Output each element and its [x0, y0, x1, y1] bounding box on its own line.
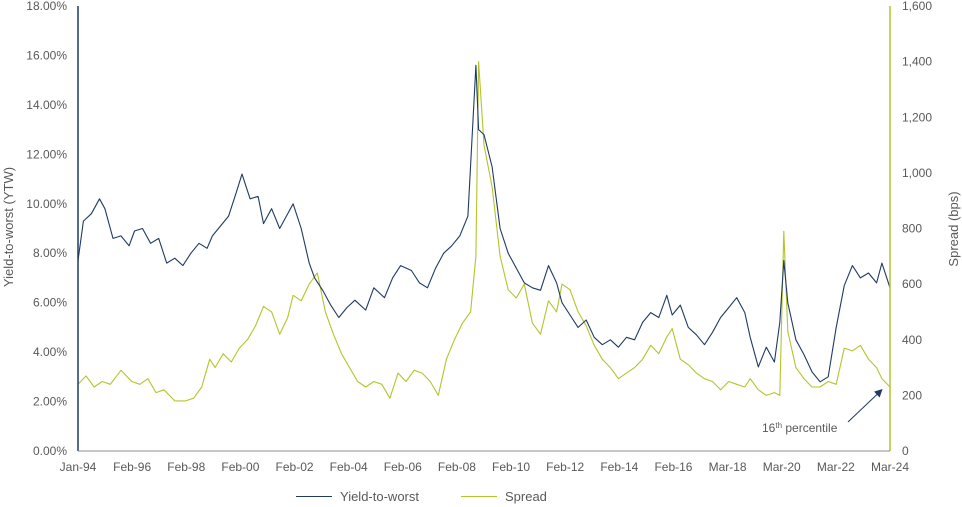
y-tick-label: 10.00% — [26, 197, 67, 211]
series-line-ytw — [77, 64, 891, 383]
x-tick-label: Jan-94 — [60, 460, 97, 474]
x-tick-label: Feb-12 — [546, 460, 584, 474]
x-tick-label: Feb-08 — [438, 460, 476, 474]
series-line-spread — [77, 61, 891, 402]
x-tick-label: Mar-20 — [763, 460, 801, 474]
annotation-label: 16th percentile — [762, 421, 838, 436]
x-tick-label: Feb-10 — [492, 460, 530, 474]
y-tick-label: 6.00% — [33, 296, 67, 310]
annotation-arrow-head — [874, 389, 883, 398]
y-tick-label: 18.00% — [26, 0, 67, 13]
y2-tick-label: 600 — [902, 277, 922, 291]
percentile-annotation: 16th percentile — [762, 389, 883, 435]
legend-label-ytw: Yield-to-worst — [340, 489, 419, 504]
legend-swatch-spread — [460, 496, 497, 497]
y2-tick-label: 1,400 — [902, 55, 932, 69]
x-tick-label: Mar-18 — [709, 460, 747, 474]
y2-axis-title: Spread (bps) — [946, 191, 961, 266]
y-tick-label: 8.00% — [33, 246, 67, 260]
y-axis-title: Yield-to-worst (YTW) — [1, 167, 16, 287]
annotation-superscript: th — [775, 421, 782, 430]
y2-tick-label: 200 — [902, 388, 922, 402]
x-tick-label: Feb-14 — [600, 460, 638, 474]
legend-swatch-ytw — [296, 496, 332, 497]
y2-tick-label: 400 — [902, 333, 922, 347]
legend-item-spread: Spread — [460, 489, 547, 504]
y-tick-label: 12.00% — [26, 147, 67, 161]
y2-tick-label: 800 — [902, 222, 922, 236]
x-tick-label: Mar-22 — [817, 460, 855, 474]
legend-label-spread: Spread — [504, 489, 547, 504]
x-tick-label: Feb-04 — [330, 460, 368, 474]
y2-tick-label: 0 — [902, 444, 909, 458]
y2-tick-label: 1,200 — [902, 110, 932, 124]
y-tick-label: 4.00% — [33, 345, 67, 359]
y2-tick-label: 1,600 — [902, 0, 932, 13]
y-tick-label: 14.00% — [26, 98, 67, 112]
legend-item-ytw: Yield-to-worst — [296, 489, 419, 504]
legend: Yield-to-worst Spread — [296, 489, 547, 504]
y-tick-label: 0.00% — [33, 444, 67, 458]
x-tick-label: Feb-96 — [113, 460, 151, 474]
annotation-text: 16 — [762, 421, 776, 435]
x-tick-label: Feb-02 — [276, 460, 314, 474]
x-tick-label: Feb-00 — [221, 460, 259, 474]
x-tick-label: Feb-06 — [384, 460, 422, 474]
y2-tick-label: 1,000 — [902, 166, 932, 180]
y-tick-label: 2.00% — [33, 395, 67, 409]
x-tick-label: Mar-24 — [871, 460, 909, 474]
x-tick-label: Feb-98 — [167, 460, 205, 474]
annotation-arrow-line — [847, 390, 881, 423]
annotation-text-rest: percentile — [782, 421, 838, 435]
x-tick-label: Feb-16 — [654, 460, 692, 474]
y-tick-label: 16.00% — [26, 48, 67, 62]
